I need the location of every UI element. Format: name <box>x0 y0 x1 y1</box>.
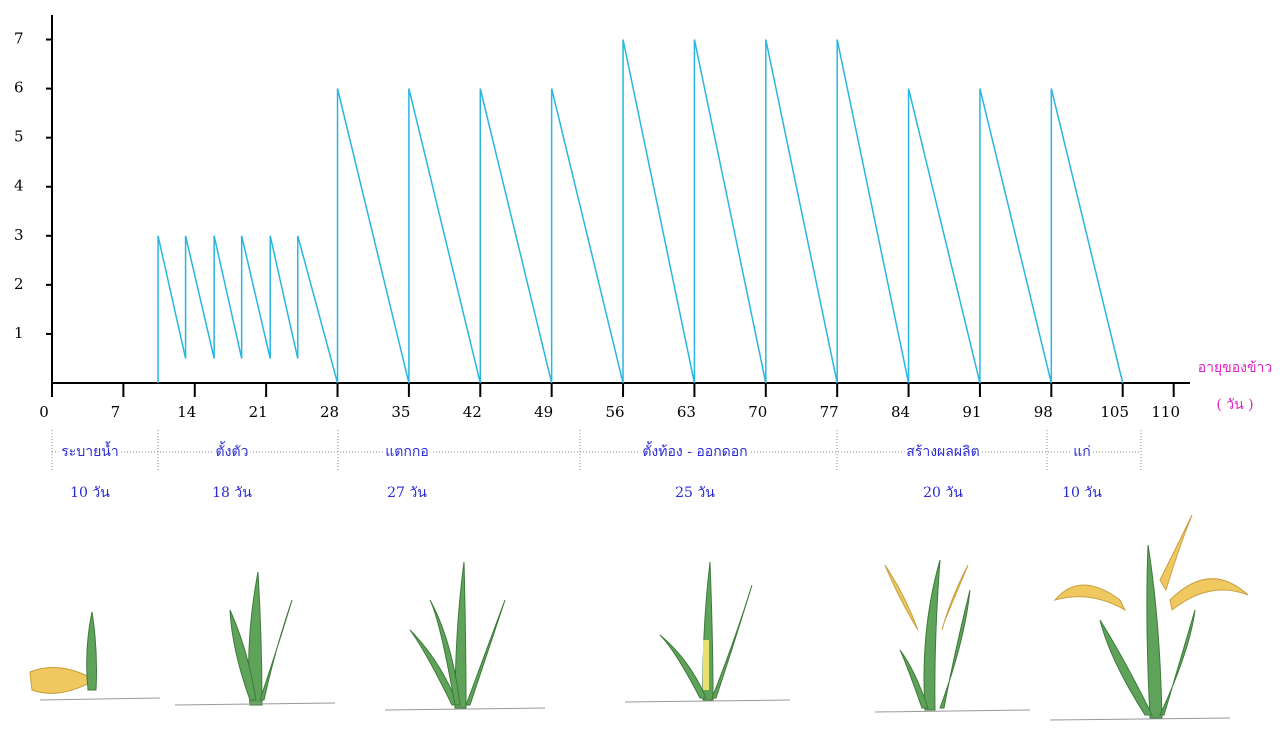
stage-name: ระบายน้ำ <box>61 441 118 460</box>
y-tick-label: 7 <box>14 30 24 48</box>
stage-name: แก่ <box>1073 444 1091 460</box>
stage-name: แตกกอ <box>385 444 428 460</box>
x-axis-label: อายุของข้าว <box>1198 360 1273 376</box>
x-tick-label: 56 <box>605 403 624 421</box>
y-tick-label: 6 <box>14 79 24 97</box>
x-tick-label: 70 <box>748 403 767 421</box>
stage-duration: 18 วัน <box>212 485 252 501</box>
x-tick-label: 28 <box>320 403 339 421</box>
x-tick-label: 77 <box>820 403 839 421</box>
x-tick-label: 63 <box>677 403 696 421</box>
plant-3 <box>385 562 545 710</box>
stage-duration: 20 วัน <box>923 485 963 501</box>
stage-duration: 27 วัน <box>387 485 427 501</box>
y-tick-label: 4 <box>14 177 24 195</box>
plant-5 <box>875 560 1030 712</box>
x-tick-label: 0 <box>39 403 49 421</box>
y-tick-label: 3 <box>14 226 24 244</box>
x-tick-label: 14 <box>177 403 196 421</box>
stage-duration: 10 วัน <box>70 485 110 501</box>
x-tick-label: 84 <box>891 403 910 421</box>
x-tick-label: 110 <box>1151 403 1180 421</box>
x-tick-label: 105 <box>1100 403 1129 421</box>
y-tick-label: 2 <box>14 275 24 293</box>
plant-4 <box>625 562 790 702</box>
plant-1 <box>30 612 160 700</box>
plant-6 <box>1050 515 1248 720</box>
x-tick-label: 35 <box>391 403 410 421</box>
chart: อายุของข้าว ( วัน ) <box>0 0 1287 731</box>
stage-duration: 10 วัน <box>1062 485 1102 501</box>
y-tick-label: 5 <box>14 128 24 146</box>
stage-name: ตั้งตัว <box>216 441 249 460</box>
x-tick-label: 49 <box>534 403 553 421</box>
plant-2 <box>175 572 335 705</box>
x-tick-label: 91 <box>962 403 981 421</box>
y-tick-label: 1 <box>14 324 24 342</box>
stage-name: สร้างผลผลิต <box>906 444 979 460</box>
stage-duration: 25 วัน <box>675 485 715 501</box>
x-tick-label: 7 <box>111 403 121 421</box>
x-axis-unit: ( วัน ) <box>1216 397 1253 413</box>
x-tick-label: 98 <box>1034 403 1053 421</box>
stage-name: ตั้งท้อง - ออกดอก <box>642 441 747 460</box>
plants <box>30 515 1248 720</box>
x-tick-label: 21 <box>249 403 268 421</box>
water-level-line <box>158 40 1123 383</box>
x-tick-label: 42 <box>463 403 482 421</box>
